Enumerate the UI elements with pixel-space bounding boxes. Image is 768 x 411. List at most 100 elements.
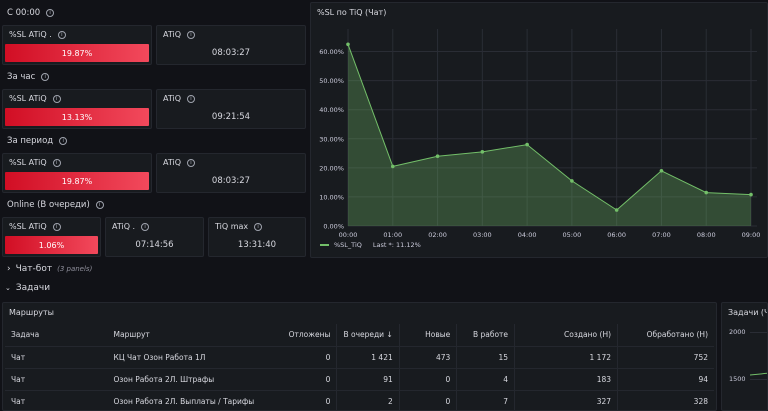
info-icon[interactable]: i	[41, 73, 50, 81]
cell-in-queue: 91	[336, 368, 400, 391]
chart-title: %SL по TiQ (Чат)	[317, 8, 387, 17]
gridline	[750, 379, 767, 380]
panel-title: %SL ATiQ i	[9, 158, 61, 167]
panel-title-text: %SL ATiQ	[9, 94, 47, 103]
row-label-since-midnight: С 00:00 i	[7, 8, 55, 18]
panel-title: %SL ATiQ . i	[9, 30, 66, 39]
panel-title: ATiQ i	[163, 30, 196, 39]
x-tick-label: 06:00	[607, 231, 626, 239]
x-tick-label: 04:00	[518, 231, 537, 239]
cell-new: 473	[398, 346, 457, 369]
chart-panel-sl-tiq[interactable]: %SL по TiQ (Чат) 0.00% 10.00% 20.00% 30.00%…	[310, 2, 768, 258]
row-label-text: С 00:00	[7, 8, 41, 18]
cell-processed: 94	[617, 368, 714, 391]
column-header-processed[interactable]: Обработано (Н)	[617, 324, 714, 347]
info-icon[interactable]: i	[187, 94, 196, 103]
stat-value: 13:31:40	[237, 240, 277, 250]
info-icon[interactable]: i	[254, 222, 263, 231]
info-icon[interactable]: i	[52, 158, 61, 167]
stat-value: 19.87%	[5, 172, 149, 190]
info-icon[interactable]: i	[187, 30, 196, 39]
panel-title: %SL ATiQ i	[9, 222, 61, 231]
stat-panel-sl-atiq-per-period[interactable]: %SL ATiQ i 19.87%	[2, 153, 152, 193]
column-header-new[interactable]: Новые	[398, 324, 457, 347]
section-tasks[interactable]: ⌄ Задачи	[5, 283, 50, 293]
cell-processed: 752	[617, 346, 714, 369]
panel-title: ATiQ i	[163, 94, 196, 103]
info-icon[interactable]: i	[141, 222, 150, 231]
info-icon[interactable]: i	[52, 222, 61, 231]
stat-panel-sl-atiq-per-hour[interactable]: %SL ATiQ i 13.13%	[2, 89, 152, 129]
chart-legend[interactable]: %SL_TiQ Last *: 11.12%	[320, 241, 421, 249]
stat-value: 19.87%	[5, 44, 149, 62]
stat-panel-atiq-per-hour[interactable]: ATiQ i 09:21:54	[156, 89, 306, 129]
section-title: Чат-бот	[15, 264, 53, 274]
stat-panel-atiq-since-midnight[interactable]: ATiQ i 08:03:27	[156, 25, 306, 65]
stat-value: 13.13%	[5, 108, 149, 126]
table-row[interactable]: Чат КЦ Чат Озон Работа 1Л 0 1 421 473 15…	[5, 346, 714, 369]
x-tick-label: 01:00	[383, 231, 402, 239]
stat-panel-tiq-max[interactable]: TiQ max i 13:31:40	[208, 217, 306, 257]
info-icon[interactable]: i	[59, 137, 68, 145]
panel-title-text: ATiQ	[163, 158, 182, 167]
y-tick-label: 40.00%	[319, 106, 344, 114]
stat-value: 1.06%	[5, 236, 98, 254]
info-icon[interactable]: i	[52, 94, 61, 103]
data-point	[525, 142, 529, 147]
sort-desc-icon: ↓	[386, 330, 393, 340]
series-line	[347, 44, 752, 211]
row-label-text: Online (В очереди)	[7, 200, 90, 210]
cell-route: Озон Работа 2Л. Выплаты / Тарифы	[107, 390, 262, 411]
tasks-chat-panel[interactable]: Задачи (Ч 2000 1500	[721, 302, 768, 411]
cell-postponed: 0	[261, 346, 337, 369]
stat-panel-atiq-per-period[interactable]: ATiQ i 08:03:27	[156, 153, 306, 193]
cell-in-queue: 1 421	[336, 346, 400, 369]
column-header-created[interactable]: Создано (Н)	[514, 324, 618, 347]
cell-in-work: 4	[456, 368, 515, 391]
data-point	[346, 42, 350, 47]
cell-created: 183	[514, 368, 618, 391]
column-header-postponed[interactable]: Отложены	[261, 324, 337, 347]
sl-tiq-chart: 0.00% 10.00% 20.00% 30.00% 40.00% 50.00% 60.00…	[319, 29, 760, 239]
panel-title: TiQ max i	[215, 222, 263, 231]
routes-table: Задача Маршрут Отложены В очереди ↓ Новы…	[5, 324, 714, 411]
info-icon[interactable]: i	[187, 158, 196, 167]
panel-title: ATiQ . i	[112, 222, 150, 231]
routes-table-panel[interactable]: Маршруты Задача Маршрут Отложены В очере…	[2, 302, 717, 411]
panel-title-text: %SL ATiQ	[9, 158, 47, 167]
info-icon[interactable]: i	[46, 9, 55, 17]
section-chatbot[interactable]: › Чат-бот (3 panels)	[7, 264, 92, 274]
chevron-right-icon: ›	[7, 264, 11, 274]
stat-panel-atiq-online[interactable]: ATiQ . i 07:14:56	[105, 217, 204, 257]
column-header-route[interactable]: Маршрут	[107, 324, 262, 347]
panel-title: %SL ATiQ i	[9, 94, 61, 103]
row-label-online: Online (В очереди) i	[7, 200, 104, 210]
panel-title-text: ATiQ .	[112, 222, 136, 231]
x-tick-label: 02:00	[428, 231, 447, 239]
stat-panel-sl-atiq-online[interactable]: %SL ATiQ i 1.06%	[2, 217, 101, 257]
info-icon[interactable]: i	[95, 201, 104, 209]
legend-swatch	[320, 244, 329, 246]
stat-value: 08:03:27	[211, 48, 251, 58]
column-header-in-queue[interactable]: В очереди ↓	[336, 324, 400, 347]
cell-created: 327	[514, 390, 618, 411]
column-header-in-work[interactable]: В работе	[456, 324, 515, 347]
panel-title-text: %SL ATiQ	[9, 222, 47, 231]
x-tick-label: 05:00	[563, 231, 582, 239]
table-row[interactable]: Чат Озон Работа 2Л. Штрафы 0 91 0 4 183 …	[5, 368, 714, 391]
row-label-text: За час	[7, 72, 36, 82]
panel-title: Маршруты	[9, 308, 54, 317]
cell-postponed: 0	[261, 390, 337, 411]
stat-panel-sl-atiq-since-midnight[interactable]: %SL ATiQ . i 19.87%	[2, 25, 152, 65]
table-row[interactable]: Чат Озон Работа 2Л. Выплаты / Тарифы 0 2…	[5, 390, 714, 411]
info-icon[interactable]: i	[57, 30, 66, 39]
column-header-task[interactable]: Задача	[5, 324, 108, 347]
y-tick-label: 30.00%	[319, 135, 344, 143]
y-tick-label: 60.00%	[319, 48, 344, 56]
section-title: Задачи	[15, 283, 51, 293]
x-tick-label: 00:00	[339, 231, 358, 239]
cell-created: 1 172	[514, 346, 618, 369]
panel-title-text: TiQ max	[215, 222, 249, 231]
row-label-per-hour: За час i	[7, 72, 50, 82]
data-point	[390, 164, 395, 169]
